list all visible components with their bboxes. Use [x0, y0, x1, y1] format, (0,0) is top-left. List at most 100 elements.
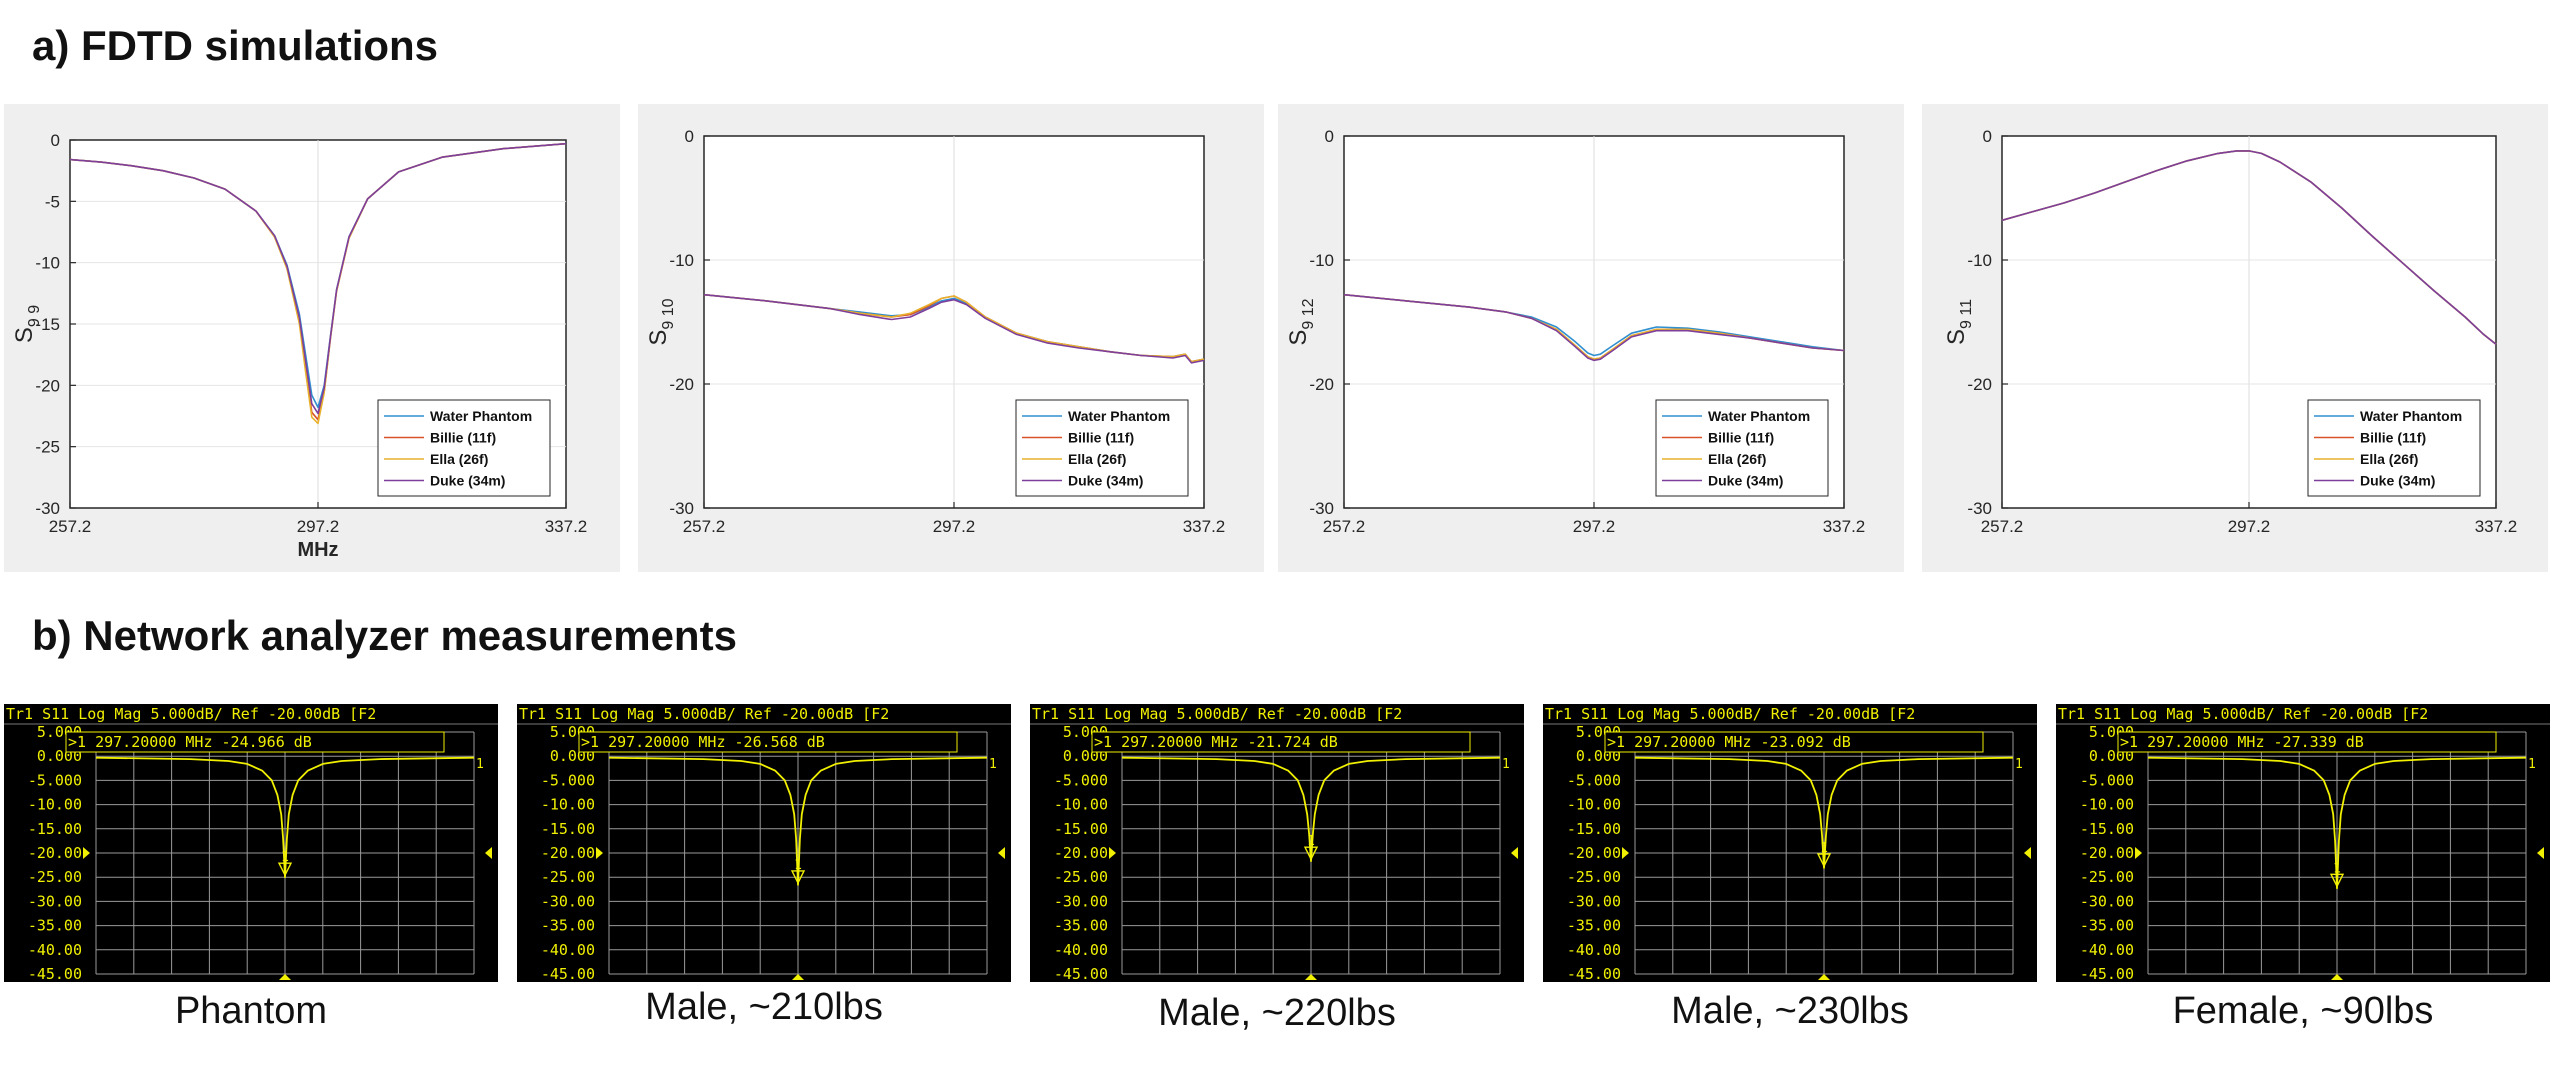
marker-label: 1	[1307, 834, 1315, 849]
na-y-tick-label: -25.00	[1567, 868, 1621, 886]
na-header: Tr1 S11 Log Mag 5.000dB/ Ref -20.00dB [F…	[1545, 705, 1915, 723]
na-y-tick-label: -5.000	[1567, 771, 1621, 789]
x-tick-label: 337.2	[1823, 517, 1866, 536]
na-y-tick-label: -15.00	[28, 820, 82, 838]
fdtd-panel-s99: 0 -5 -10 -15 -20 -25 -30 257.2 297.2 337.2 MHz S9 9…	[4, 104, 620, 572]
na-chart-phantom: Tr1 S11 Log Mag 5.000dB/ Ref -20.00dB [F…	[4, 705, 498, 982]
y-axis-label: S9 9	[11, 305, 43, 343]
marker-readout: >1 297.20000 MHz -27.339 dB	[2120, 733, 2364, 751]
y-axis-label: S9 10	[645, 298, 677, 345]
na-y-tick-label: -5.000	[541, 771, 595, 789]
marker-triangle	[1816, 853, 1832, 868]
y-tick-label: -20	[669, 375, 694, 394]
legend-entry-0: Water Phantom	[1068, 408, 1170, 424]
ref-arrow-right	[2024, 847, 2031, 859]
marker-triangle	[790, 870, 806, 885]
na-y-tick-label: -5.000	[2080, 771, 2134, 789]
na-trace	[95, 756, 475, 879]
marker-bottom-triangle	[279, 974, 291, 980]
na-y-tick-label: -40.00	[1054, 941, 1108, 959]
y-tick-label: -10	[1967, 251, 1992, 270]
marker-triangle	[2329, 873, 2345, 888]
marker-readout-box	[65, 731, 445, 753]
na-y-tick-label: -40.00	[28, 941, 82, 959]
na-screen-phantom: Tr1 S11 Log Mag 5.000dB/ Ref -20.00dB [F…	[4, 704, 498, 982]
ref-arrow-right	[1511, 847, 1518, 859]
x-tick-label: 337.2	[2475, 517, 2518, 536]
x-tick-label: 257.2	[1323, 517, 1366, 536]
ref-arrow-left	[2135, 847, 2142, 859]
na-y-tick-label: -35.00	[2080, 917, 2134, 935]
marker-label: 1	[281, 850, 289, 865]
na-screen-male-220: Tr1 S11 Log Mag 5.000dB/ Ref -20.00dB [F…	[1030, 704, 1524, 982]
na-y-tick-label: -10.00	[1054, 796, 1108, 814]
na-chart-male-230: Tr1 S11 Log Mag 5.000dB/ Ref -20.00dB [F…	[1543, 705, 2037, 982]
na-y-tick-label: -10.00	[2080, 796, 2134, 814]
y-tick-label: -15	[35, 315, 60, 334]
na-screen-male-230: Tr1 S11 Log Mag 5.000dB/ Ref -20.00dB [F…	[1543, 704, 2037, 982]
marker-triangle	[1303, 846, 1319, 861]
legend-entry-3: Duke (34m)	[2360, 473, 2435, 489]
na-screen-male-210: Tr1 S11 Log Mag 5.000dB/ Ref -20.00dB [F…	[517, 704, 1011, 982]
na-chart-male-220: Tr1 S11 Log Mag 5.000dB/ Ref -20.00dB [F…	[1030, 705, 1524, 982]
x-axis-label: MHz	[297, 539, 338, 561]
na-y-tick-label: -40.00	[2080, 941, 2134, 959]
x-tick-label: 297.2	[297, 517, 340, 536]
na-header: Tr1 S11 Log Mag 5.000dB/ Ref -20.00dB [F…	[519, 705, 889, 723]
marker-bottom-triangle	[1818, 974, 1830, 980]
na-screen-female-90: Tr1 S11 Log Mag 5.000dB/ Ref -20.00dB [F…	[2056, 704, 2550, 982]
marker-readout: >1 297.20000 MHz -23.092 dB	[1607, 733, 1851, 751]
na-header: Tr1 S11 Log Mag 5.000dB/ Ref -20.00dB [F…	[6, 705, 376, 723]
na-y-tick-label: -30.00	[1054, 892, 1108, 910]
y-tick-label: -10	[1309, 251, 1334, 270]
na-caption-male-220: Male, ~220lbs	[1158, 992, 1396, 1034]
x-tick-label: 297.2	[1573, 517, 1616, 536]
y-tick-label: -25	[35, 438, 60, 457]
na-y-tick-label: -5.000	[1054, 771, 1108, 789]
na-caption-phantom: Phantom	[174, 990, 328, 1032]
na-caption-female-90: Female, ~90lbs	[2172, 990, 2434, 1032]
na-y-tick-label: -30.00	[2080, 892, 2134, 910]
na-y-tick-label: -40.00	[541, 941, 595, 959]
na-y-tick-label: -40.00	[1567, 941, 1621, 959]
na-y-tick-label: -45.00	[541, 965, 595, 982]
legend-entry-1: Billie (11f)	[1708, 430, 1774, 446]
legend-entry-3: Duke (34m)	[430, 473, 505, 489]
y-tick-label: -30	[35, 499, 60, 518]
legend-entry-2: Ella (26f)	[430, 451, 488, 467]
ref-arrow-left	[83, 847, 90, 859]
x-tick-label: 297.2	[2228, 517, 2271, 536]
na-y-tick-label: -25.00	[541, 868, 595, 886]
na-chart-male-210: Tr1 S11 Log Mag 5.000dB/ Ref -20.00dB [F…	[517, 705, 1011, 982]
na-y-tick-label: -15.00	[541, 820, 595, 838]
na-trace	[1121, 756, 1501, 863]
na-y-tick-label: -5.000	[28, 771, 82, 789]
y-axis-label: S9 12	[1285, 298, 1317, 345]
ref-arrow-right	[485, 847, 492, 859]
y-tick-label: -20	[1309, 375, 1334, 394]
section-b-title: b) Network analyzer measurements	[32, 612, 737, 659]
na-y-tick-label: -20.00	[1054, 844, 1108, 862]
marker-end-label: 1	[1502, 757, 1510, 772]
marker-bottom-triangle	[2331, 974, 2343, 980]
legend-entry-2: Ella (26f)	[2360, 451, 2418, 467]
marker-readout: >1 297.20000 MHz -21.724 dB	[1094, 733, 1338, 751]
na-y-tick-label: -25.00	[2080, 868, 2134, 886]
y-tick-label: -20	[35, 376, 60, 395]
marker-readout-box	[578, 731, 958, 753]
legend-entry-0: Water Phantom	[2360, 408, 2462, 424]
x-tick-label: 257.2	[683, 517, 726, 536]
na-header: Tr1 S11 Log Mag 5.000dB/ Ref -20.00dB [F…	[1032, 705, 1402, 723]
series-line-3	[2001, 150, 2497, 345]
na-y-tick-label: -35.00	[1567, 917, 1621, 935]
y-tick-label: 0	[1325, 127, 1334, 146]
marker-readout: >1 297.20000 MHz -26.568 dB	[581, 733, 825, 751]
na-y-tick-label: -45.00	[1054, 965, 1108, 982]
y-axis-label: S9 11	[1943, 299, 1975, 345]
legend-entry-2: Ella (26f)	[1708, 451, 1766, 467]
legend-entry-1: Billie (11f)	[1068, 430, 1134, 446]
legend-entry-3: Duke (34m)	[1708, 473, 1783, 489]
